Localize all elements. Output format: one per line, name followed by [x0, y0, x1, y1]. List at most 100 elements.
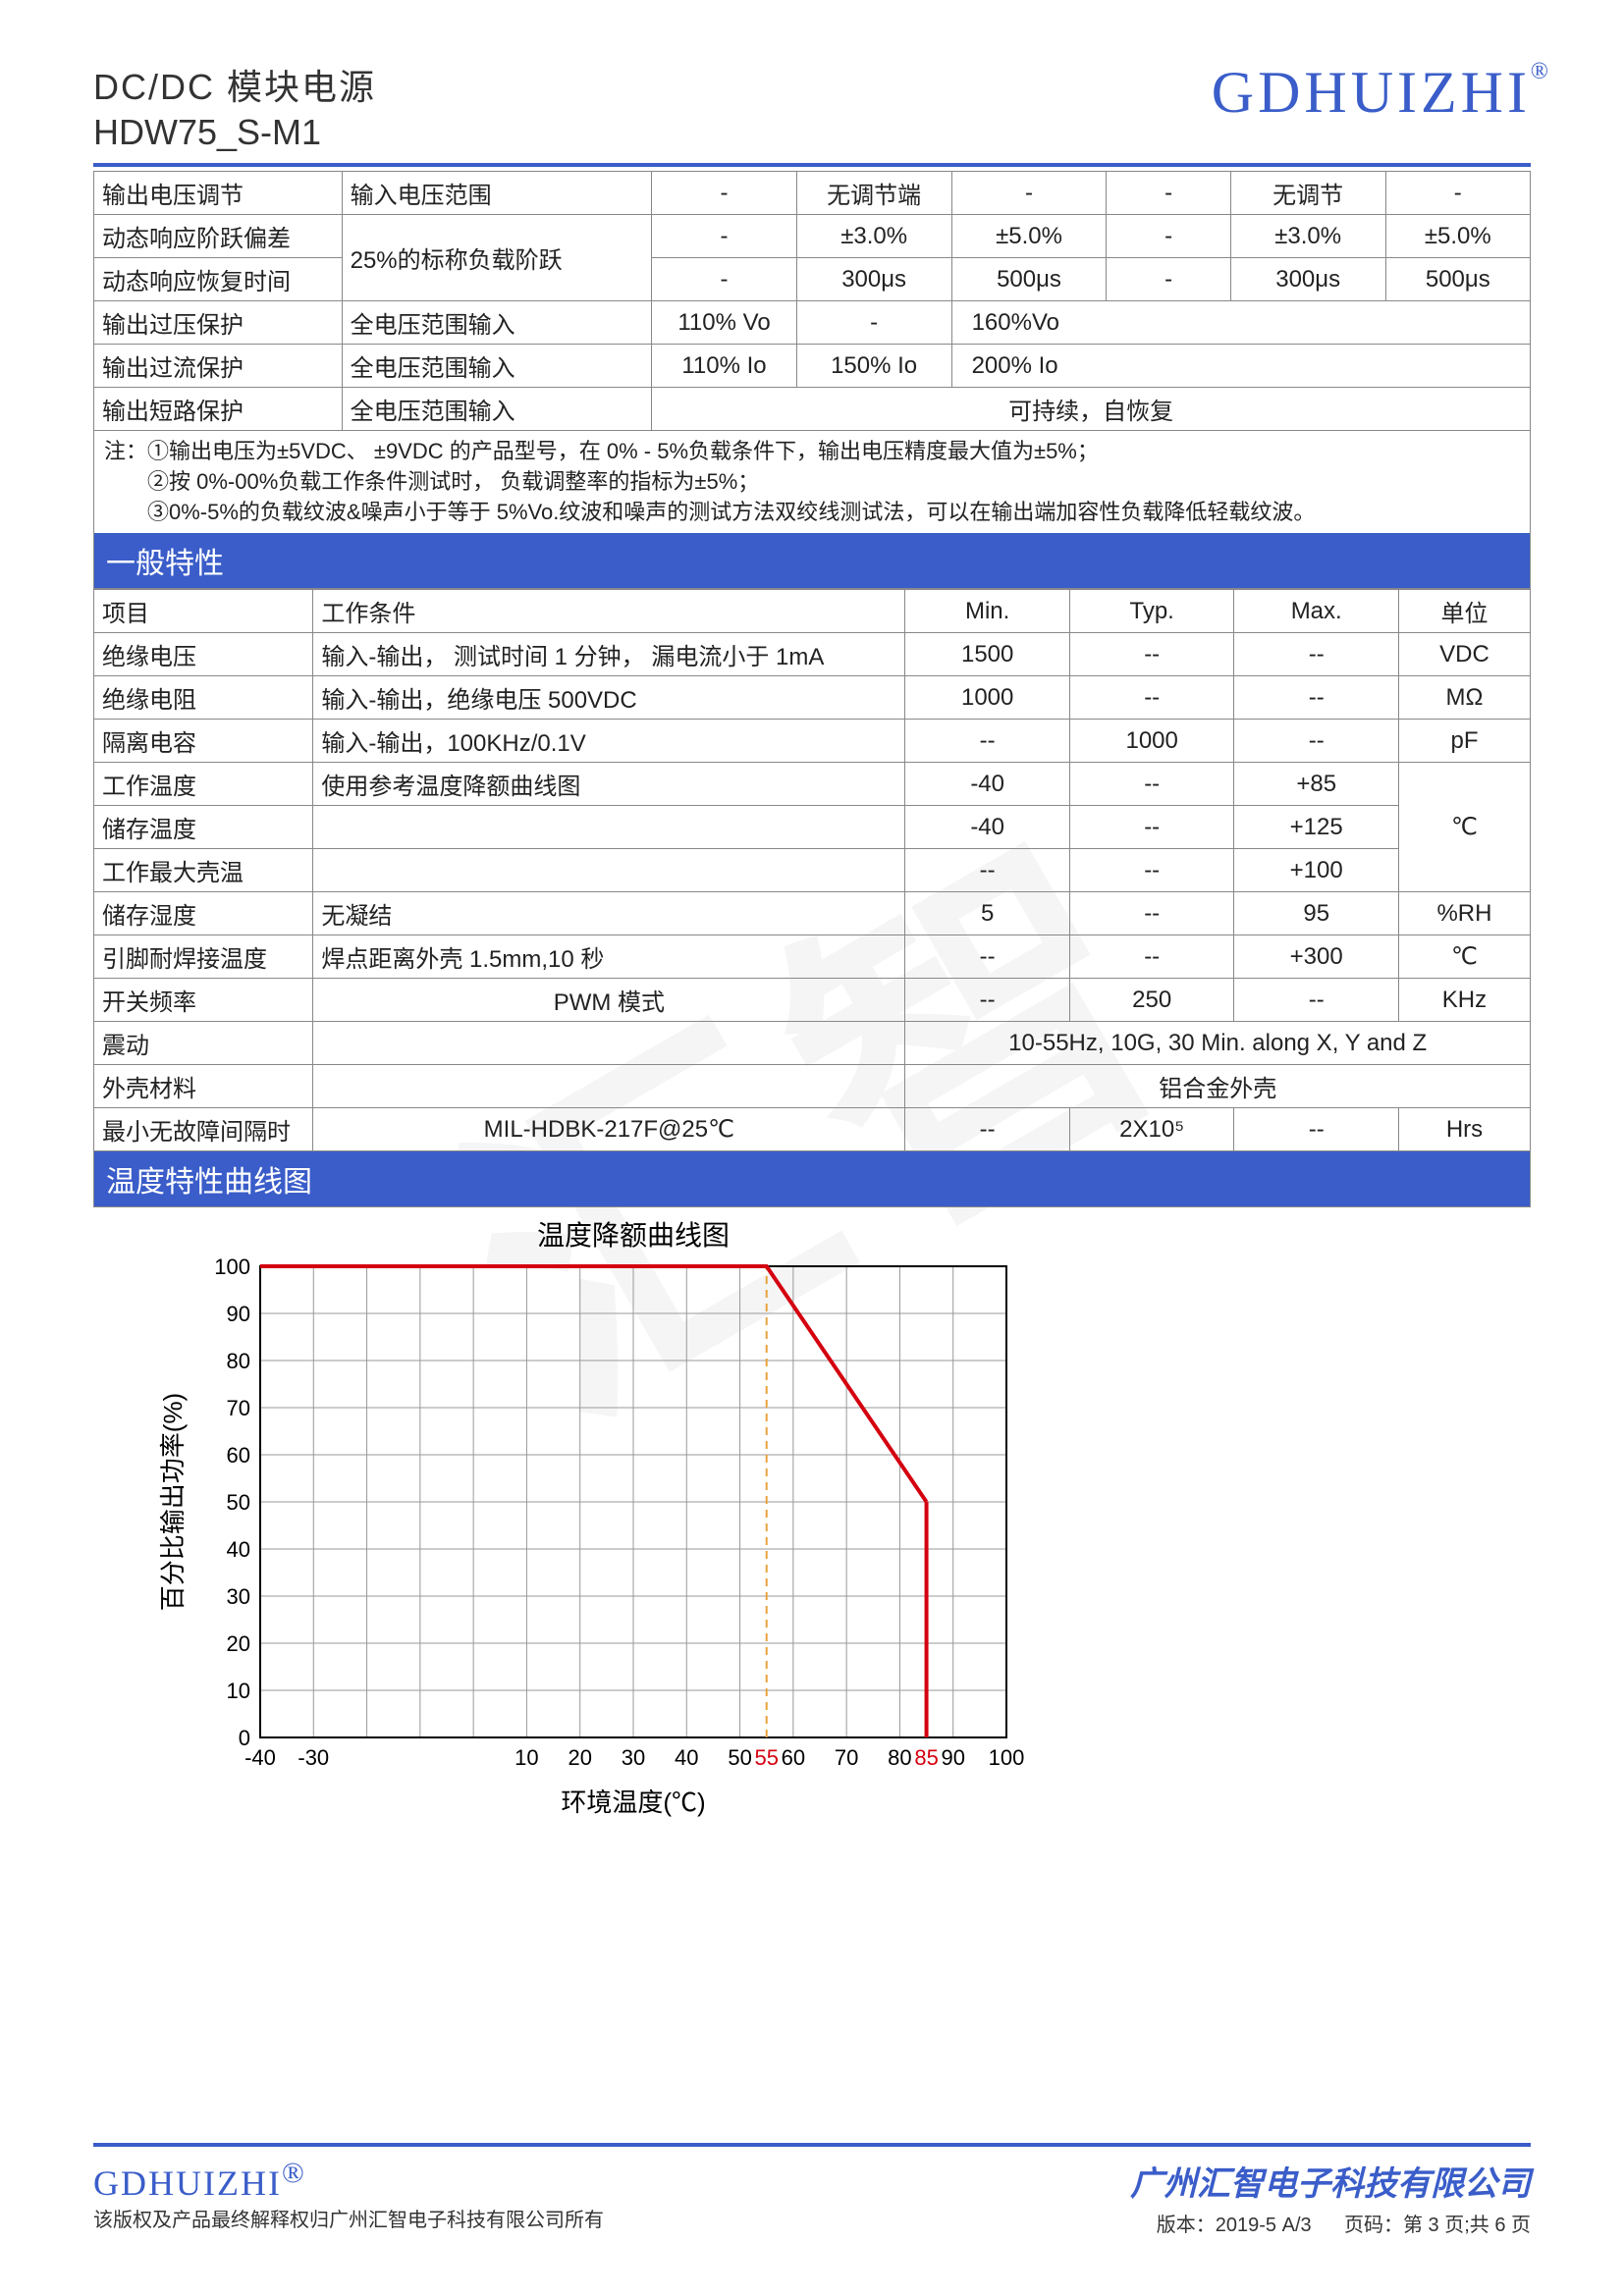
cell: 铝合金外壳	[905, 1065, 1531, 1108]
cell	[313, 806, 905, 849]
cell: 外壳材料	[94, 1065, 313, 1108]
svg-text:20: 20	[227, 1631, 250, 1656]
svg-text:60: 60	[227, 1443, 250, 1468]
cell: +85	[1234, 763, 1399, 806]
svg-text:温度降额曲线图: 温度降额曲线图	[537, 1220, 730, 1251]
svg-text:-40: -40	[244, 1745, 276, 1770]
svg-text:30: 30	[622, 1745, 645, 1770]
section-chart: 温度特性曲线图	[93, 1151, 1531, 1207]
cell: ±3.0%	[796, 215, 951, 258]
cell: ℃	[1398, 935, 1530, 979]
cell: Hrs	[1398, 1108, 1530, 1151]
cell: +100	[1234, 849, 1399, 892]
cell: 300μs	[1230, 258, 1385, 301]
cell: 输入-输出， 测试时间 1 分钟， 漏电流小于 1mA	[313, 633, 905, 676]
cell: 1000	[905, 676, 1070, 720]
cell: 输出过流保护	[94, 345, 343, 388]
cell: KHz	[1398, 979, 1530, 1022]
svg-text:85: 85	[914, 1745, 938, 1770]
svg-text:70: 70	[835, 1745, 858, 1770]
section-general: 一般特性	[93, 533, 1531, 589]
cell: --	[1069, 935, 1234, 979]
svg-text:60: 60	[782, 1745, 805, 1770]
cell: 10-55Hz, 10G, 30 Min. along X, Y and Z	[905, 1022, 1531, 1065]
cell: Typ.	[1069, 590, 1234, 633]
cell: --	[905, 849, 1070, 892]
svg-text:100: 100	[214, 1255, 250, 1279]
svg-text:50: 50	[728, 1745, 751, 1770]
cell: --	[1234, 720, 1399, 763]
cell: --	[1069, 892, 1234, 935]
cell: 500μs	[951, 258, 1107, 301]
cell: 150% Io	[796, 345, 951, 388]
table-row: 绝缘电压输入-输出， 测试时间 1 分钟， 漏电流小于 1mA1500----V…	[94, 633, 1531, 676]
cell: 绝缘电压	[94, 633, 313, 676]
cell: MIL-HDBK-217F@25℃	[313, 1108, 905, 1151]
cell: 全电压范围输入	[342, 301, 652, 345]
header-rule	[93, 163, 1531, 167]
cell: ±3.0%	[1230, 215, 1385, 258]
table-row: 引脚耐焊接温度焊点距离外壳 1.5mm,10 秒----+300℃	[94, 935, 1531, 979]
table-row: 储存温度-40--+125	[94, 806, 1531, 849]
cell: 输入-输出，绝缘电压 500VDC	[313, 676, 905, 720]
cell: 震动	[94, 1022, 313, 1065]
cell: -	[652, 172, 796, 215]
table-row: 工作最大壳温----+100	[94, 849, 1531, 892]
derating-chart: 温度降额曲线图0102030405060708090100-40-3010203…	[152, 1217, 1036, 1826]
footer-row: GDHUIZHI® 该版权及产品最终解释权归广州汇智电子科技有限公司所有 广州汇…	[93, 2157, 1531, 2237]
header-left: DC/DC 模块电源 HDW75_S-M1	[93, 59, 376, 153]
cell: -	[1107, 172, 1230, 215]
cell: --	[1234, 633, 1399, 676]
cell: 全电压范围输入	[342, 345, 652, 388]
cell: VDC	[1398, 633, 1530, 676]
cell: 工作条件	[313, 590, 905, 633]
svg-text:40: 40	[227, 1537, 250, 1562]
cell: -	[652, 215, 796, 258]
cell: ℃	[1398, 763, 1530, 892]
brand-logo: GDHUIZHI®	[1212, 59, 1531, 127]
reg-mark: ®	[1531, 59, 1552, 85]
table-row: 动态响应恢复时间 - 300μs 500μs - 300μs 500μs	[94, 258, 1531, 301]
doc-model: HDW75_S-M1	[93, 112, 376, 153]
page-label: 页码：	[1344, 2215, 1403, 2236]
version-value: 2019-5 A/3	[1216, 2215, 1312, 2236]
cell: 5	[905, 892, 1070, 935]
cell: 工作温度	[94, 763, 313, 806]
cell: --	[905, 720, 1070, 763]
cell: 输出过压保护	[94, 301, 343, 345]
cell: 500μs	[1385, 258, 1530, 301]
cell: 全电压范围输入	[342, 388, 652, 431]
notes-block: 注：①输出电压为±5VDC、 ±9VDC 的产品型号，在 0% - 5%负载条件…	[93, 431, 1531, 534]
svg-text:50: 50	[227, 1490, 250, 1515]
cell: 无调节	[1230, 172, 1385, 215]
cell: 25%的标称负载阶跃	[342, 215, 652, 301]
cell: -	[652, 258, 796, 301]
cell: 项目	[94, 590, 313, 633]
general-table: 项目 工作条件 Min. Typ. Max. 单位 绝缘电压输入-输出， 测试时…	[93, 589, 1531, 1151]
footer-company: 广州汇智电子科技有限公司	[1130, 2157, 1531, 2205]
footer-left: GDHUIZHI® 该版权及产品最终解释权归广州汇智电子科技有限公司所有	[93, 2157, 604, 2237]
svg-text:30: 30	[227, 1584, 250, 1609]
page-value: 第 3 页;共 6 页	[1403, 2215, 1531, 2236]
cell: 绝缘电阻	[94, 676, 313, 720]
doc-title: DC/DC 模块电源	[93, 59, 376, 110]
svg-text:20: 20	[568, 1745, 591, 1770]
cell: %RH	[1398, 892, 1530, 935]
svg-text:环境温度(℃): 环境温度(℃)	[561, 1788, 705, 1817]
cell: 110% Io	[652, 345, 796, 388]
cell: 95	[1234, 892, 1399, 935]
cell: 输入-输出，100KHz/0.1V	[313, 720, 905, 763]
cell: --	[905, 979, 1070, 1022]
table-row: 工作温度使用参考温度降额曲线图-40--+85℃	[94, 763, 1531, 806]
content: DC/DC 模块电源 HDW75_S-M1 GDHUIZHI® 输出电压调节 输…	[93, 59, 1531, 1831]
footer-note: 该版权及产品最终解释权归广州汇智电子科技有限公司所有	[93, 2204, 604, 2232]
cell: Max.	[1234, 590, 1399, 633]
footer: GDHUIZHI® 该版权及产品最终解释权归广州汇智电子科技有限公司所有 广州汇…	[93, 2143, 1531, 2237]
table-row: 输出过压保护 全电压范围输入 110% Vo - 160%Vo	[94, 301, 1531, 345]
cell: 2X10⁵	[1069, 1108, 1234, 1151]
svg-text:90: 90	[227, 1302, 250, 1326]
table-row: 输出电压调节 输入电压范围 - 无调节端 - - 无调节 -	[94, 172, 1531, 215]
cell: 开关频率	[94, 979, 313, 1022]
cell: 引脚耐焊接温度	[94, 935, 313, 979]
cell: --	[1069, 676, 1234, 720]
